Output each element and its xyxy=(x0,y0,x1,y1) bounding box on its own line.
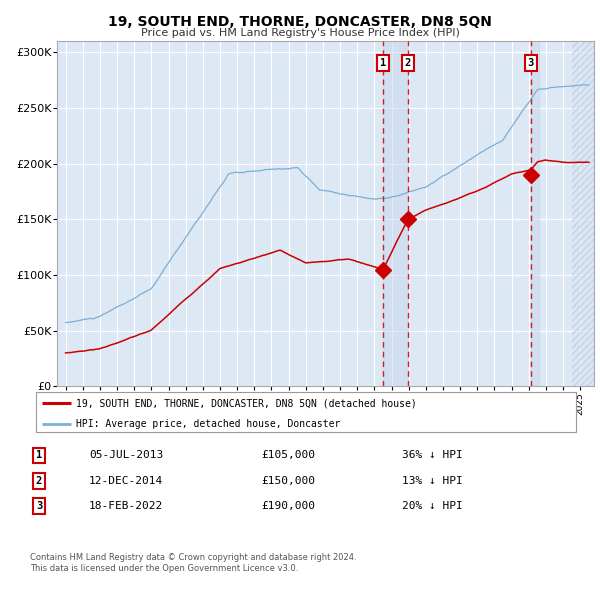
Text: 1: 1 xyxy=(380,58,386,68)
Text: Price paid vs. HM Land Registry's House Price Index (HPI): Price paid vs. HM Land Registry's House … xyxy=(140,28,460,38)
Text: £150,000: £150,000 xyxy=(261,476,315,486)
Bar xyxy=(383,41,408,386)
Text: 20% ↓ HPI: 20% ↓ HPI xyxy=(401,502,463,511)
Bar xyxy=(572,41,594,386)
Text: 2: 2 xyxy=(36,476,42,486)
Text: HPI: Average price, detached house, Doncaster: HPI: Average price, detached house, Donc… xyxy=(77,419,341,429)
Text: 3: 3 xyxy=(528,58,534,68)
Text: 1: 1 xyxy=(36,451,42,460)
Text: 36% ↓ HPI: 36% ↓ HPI xyxy=(401,451,463,460)
Text: 18-FEB-2022: 18-FEB-2022 xyxy=(89,502,163,511)
Text: This data is licensed under the Open Government Licence v3.0.: This data is licensed under the Open Gov… xyxy=(30,565,298,573)
Text: £105,000: £105,000 xyxy=(261,451,315,460)
Text: 19, SOUTH END, THORNE, DONCASTER, DN8 5QN: 19, SOUTH END, THORNE, DONCASTER, DN8 5Q… xyxy=(108,15,492,29)
Text: £190,000: £190,000 xyxy=(261,502,315,511)
Text: 19, SOUTH END, THORNE, DONCASTER, DN8 5QN (detached house): 19, SOUTH END, THORNE, DONCASTER, DN8 5Q… xyxy=(77,398,417,408)
Bar xyxy=(531,41,539,386)
Text: 13% ↓ HPI: 13% ↓ HPI xyxy=(401,476,463,486)
Text: 2: 2 xyxy=(405,58,411,68)
Text: Contains HM Land Registry data © Crown copyright and database right 2024.: Contains HM Land Registry data © Crown c… xyxy=(30,553,356,562)
Text: 12-DEC-2014: 12-DEC-2014 xyxy=(89,476,163,486)
Text: 3: 3 xyxy=(36,502,42,511)
Text: 05-JUL-2013: 05-JUL-2013 xyxy=(89,451,163,460)
